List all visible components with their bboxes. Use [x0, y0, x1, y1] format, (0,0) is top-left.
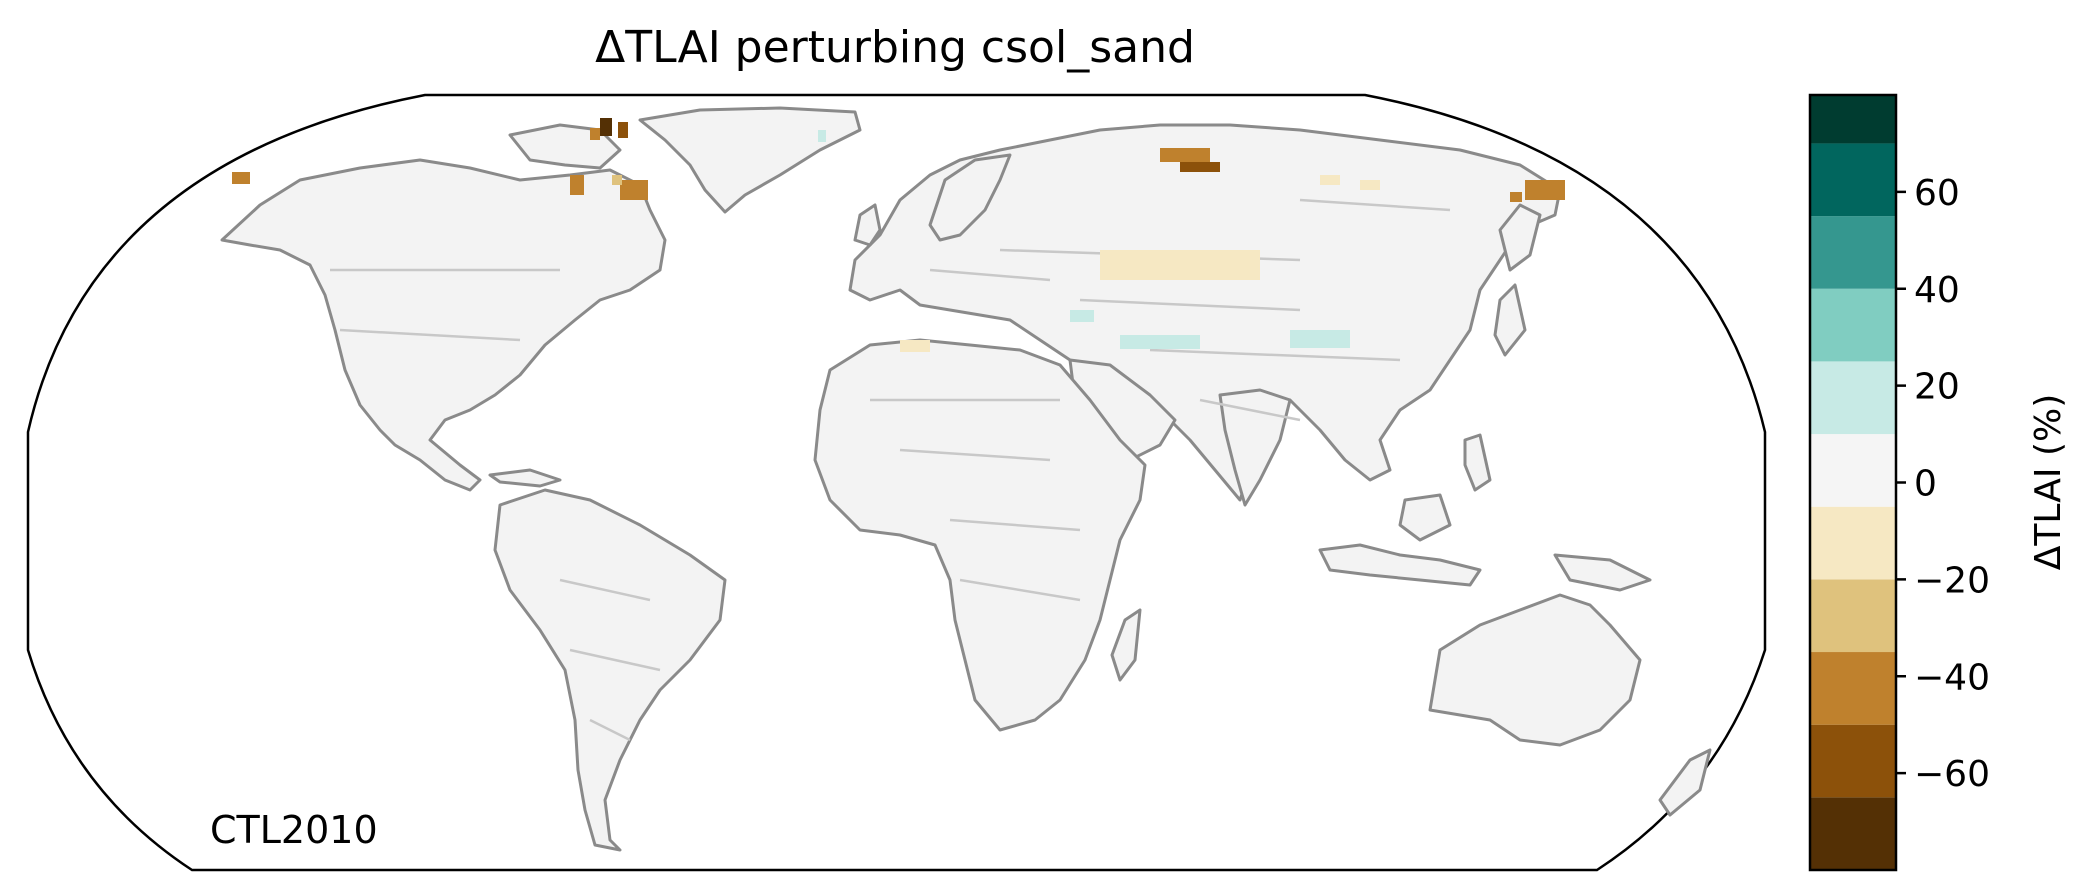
anomaly-cell [1180, 162, 1220, 172]
anomaly-cell [590, 128, 600, 140]
colorbar-tick-label: 20 [1914, 367, 1960, 408]
colorbar-segment [1810, 652, 1896, 725]
anomaly-cell [1360, 180, 1380, 190]
colorbar-tick-label: 40 [1914, 270, 1960, 311]
anomaly-layer [232, 118, 1565, 352]
anomaly-cell [600, 118, 612, 136]
south-america [493, 488, 727, 852]
colorbar-segment [1810, 724, 1896, 798]
colorbar-tick-label: −20 [1914, 560, 1990, 601]
kamchatka [1498, 203, 1542, 272]
colorbar-segment [1810, 579, 1896, 653]
colorbar-tick-label: −60 [1914, 754, 1990, 795]
colorbar-segment [1810, 361, 1896, 435]
map-title: ΔTLAI perturbing csol_sand [595, 22, 1195, 73]
colorbar-segment [1810, 288, 1896, 362]
anomaly-cell [1100, 250, 1260, 280]
colorbar-segment [1810, 797, 1896, 870]
great-britain [853, 203, 882, 247]
colorbar-segments [1810, 95, 1896, 870]
colorbar-segment [1810, 95, 1896, 144]
madagascar [1110, 608, 1142, 682]
cuba [488, 468, 562, 488]
colorbar-segment [1810, 143, 1896, 217]
anomaly-cell [1290, 330, 1350, 348]
new-zealand [1658, 748, 1712, 817]
anomaly-cell [1160, 148, 1210, 162]
philippines [1463, 433, 1492, 492]
anomaly-cell [1120, 335, 1200, 349]
india [1218, 388, 1292, 507]
anomaly-cell [1320, 175, 1340, 185]
anomaly-cell [570, 175, 584, 195]
anomaly-cell [618, 122, 628, 138]
anomaly-cell [1070, 310, 1094, 322]
borneo [1398, 493, 1452, 542]
greenland [638, 106, 862, 214]
colorbar-segment [1810, 216, 1896, 289]
colorbar-tick-label: 0 [1914, 464, 1937, 505]
anomaly-cell [900, 340, 930, 352]
australia [1428, 593, 1642, 747]
africa [813, 338, 1147, 732]
indonesia [1318, 543, 1482, 587]
scandinavia [928, 153, 1012, 242]
colorbar-segment [1810, 506, 1896, 580]
colorbar-tick-label: −40 [1914, 657, 1990, 698]
anomaly-cell [620, 180, 648, 200]
colorbar-tick-label: 60 [1914, 173, 1960, 214]
colorbar-ticks: 60 40 20 0 −20 −40 −60 [1896, 173, 1990, 795]
anomaly-cell [1525, 180, 1565, 200]
japan [1493, 283, 1527, 357]
anomaly-cell [612, 175, 622, 185]
anomaly-cell [818, 130, 826, 142]
land-layer [220, 106, 1712, 852]
north-america [220, 158, 667, 492]
colorbar-label: ΔTLAI (%) [2028, 394, 2069, 570]
eurasia [848, 123, 1562, 502]
anomaly-cell [1510, 192, 1522, 202]
anomaly-cell [232, 172, 250, 184]
new-guinea [1553, 553, 1652, 592]
colorbar-segment [1810, 434, 1896, 507]
panel-label: CTL2010 [210, 808, 378, 852]
